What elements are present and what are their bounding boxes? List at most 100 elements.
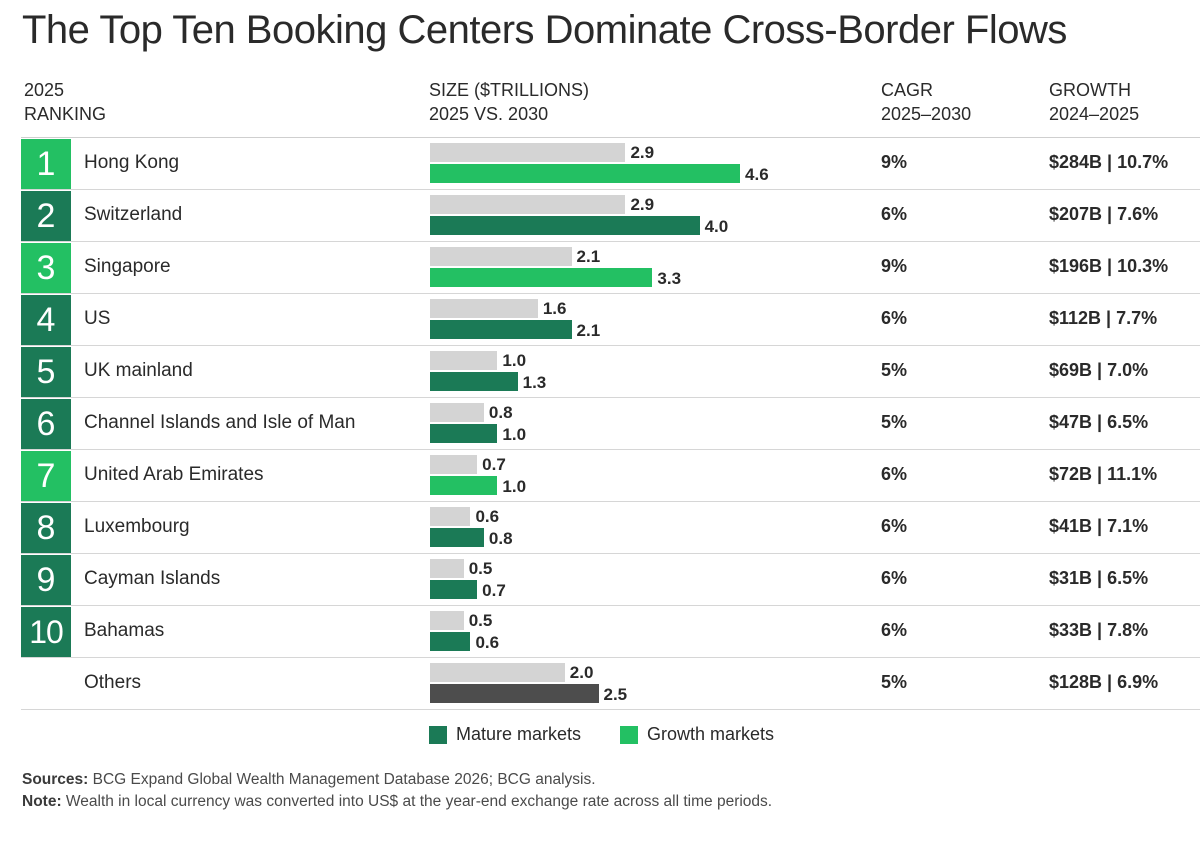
- bar-2030-label: 4.6: [745, 165, 769, 184]
- row-divider: [21, 709, 1200, 710]
- bar-2030: [430, 216, 700, 235]
- legend-item-growth: Growth markets: [620, 724, 774, 745]
- growth-value: $284B | 10.7%: [1049, 152, 1169, 172]
- bar-2025: [430, 299, 538, 318]
- chart-row: 9 Cayman Islands 0.5 0.7 6% $31B | 6.5%: [0, 554, 1200, 606]
- bar-2025-label: 0.5: [468, 611, 493, 630]
- cagr-value: 5%: [881, 412, 908, 432]
- row-divider: [21, 553, 1200, 554]
- bar-2030-label: 3.3: [657, 269, 682, 288]
- rank-number: 10: [21, 607, 71, 657]
- bar-2030-label: 0.8: [488, 529, 513, 548]
- sources-footnote: Sources: BCG Expand Global Wealth Manage…: [22, 771, 596, 789]
- bar-2030-label: 1.0: [502, 425, 527, 444]
- rank-number: 2: [21, 191, 71, 241]
- note-label: Note:: [22, 793, 62, 810]
- growth-value: $31B | 6.5%: [1049, 568, 1149, 588]
- cagr-value: 6%: [881, 568, 908, 588]
- bar-2030: [430, 320, 572, 339]
- booking-center-name: United Arab Emirates: [84, 464, 264, 485]
- row-divider: [21, 189, 1200, 190]
- growth-value: $47B | 6.5%: [1049, 412, 1149, 432]
- booking-center-name: Singapore: [84, 256, 171, 277]
- cagr-value: 6%: [881, 204, 908, 224]
- bar-2030: [430, 580, 478, 599]
- header-size: SIZE ($TRILLIONS) 2025 VS. 2030: [429, 78, 589, 126]
- rank-number: 6: [21, 399, 71, 449]
- cagr-value: 6%: [881, 308, 908, 328]
- header-growth: GROWTH 2024–2025: [1049, 78, 1139, 126]
- bar-2025-label: 2.0: [569, 663, 594, 682]
- booking-center-name: Switzerland: [84, 204, 183, 225]
- note-footnote: Note: Wealth in local currency was conve…: [22, 793, 772, 811]
- rank-number: 9: [21, 555, 71, 605]
- bar-2030: [430, 632, 471, 651]
- chart-row: 5 UK mainland 1.0 1.3 5% $69B | 7.0%: [0, 346, 1200, 398]
- chart-title: The Top Ten Booking Centers Dominate Cro…: [22, 8, 1067, 52]
- row-divider: [21, 605, 1200, 606]
- booking-center-name: Bahamas: [84, 620, 165, 641]
- header-cagr-line2: 2025–2030: [881, 104, 972, 124]
- booking-center-name: Luxembourg: [84, 516, 190, 537]
- cagr-value: 5%: [881, 360, 908, 380]
- bar-2025: [430, 559, 464, 578]
- bar-2030-label: 0.6: [475, 633, 500, 652]
- bar-2030: [430, 164, 741, 183]
- bar-2025: [430, 351, 498, 370]
- bar-2025-label: 2.9: [630, 195, 655, 214]
- cagr-value: 9%: [881, 256, 908, 276]
- rank-number: 4: [21, 295, 71, 345]
- chart-row: 2 Switzerland 2.9 4.0 6% $207B | 7.6%: [0, 190, 1200, 242]
- bar-2030: [430, 476, 498, 495]
- legend-label-growth: Growth markets: [647, 724, 775, 744]
- sources-text: BCG Expand Global Wealth Management Data…: [88, 771, 596, 788]
- rank-number: 8: [21, 503, 71, 553]
- row-divider: [21, 657, 1200, 658]
- rank-number: 1: [21, 139, 71, 189]
- bar-2030: [430, 684, 599, 703]
- legend-label-mature: Mature markets: [456, 724, 582, 744]
- bar-2030-label: 1.3: [522, 373, 547, 392]
- bar-2030-label: 2.1: [576, 321, 601, 340]
- cagr-value: 6%: [881, 516, 908, 536]
- bar-2025: [430, 247, 572, 266]
- bar-2030: [430, 528, 484, 547]
- rank-number: 3: [21, 243, 71, 293]
- row-divider: [21, 241, 1200, 242]
- rank-number: 5: [21, 347, 71, 397]
- chart-row: 7 United Arab Emirates 0.7 1.0 6% $72B | 11.1…: [0, 450, 1200, 502]
- header-divider: [21, 137, 1200, 138]
- booking-center-name: Hong Kong: [84, 152, 180, 173]
- bar-2030: [430, 372, 518, 391]
- header-ranking: 2025 RANKING: [24, 78, 106, 126]
- bar-2025-label: 1.0: [502, 351, 527, 370]
- cagr-value: 9%: [881, 152, 908, 172]
- header-size-line1: SIZE ($TRILLIONS): [429, 80, 590, 100]
- growth-value: $69B | 7.0%: [1049, 360, 1149, 380]
- chart-row: Others 2.0 2.5 5% $128B | 6.9%: [0, 658, 1200, 710]
- row-divider: [21, 345, 1200, 346]
- bar-2030-label: 2.5: [603, 685, 628, 704]
- row-divider: [21, 293, 1200, 294]
- chart-row: 8 Luxembourg 0.6 0.8 6% $41B | 7.1%: [0, 502, 1200, 554]
- cagr-value: 5%: [881, 672, 908, 692]
- bar-2025: [430, 663, 565, 682]
- header-ranking-line2: RANKING: [24, 104, 107, 124]
- chart-row: 4 US 1.6 2.1 6% $112B | 7.7%: [0, 294, 1200, 346]
- header-cagr-line1: CAGR: [881, 80, 934, 100]
- chart-row: 10 Bahamas 0.5 0.6 6% $33B | 7.8%: [0, 606, 1200, 658]
- growth-value: $33B | 7.8%: [1049, 620, 1149, 640]
- bar-2030: [430, 268, 653, 287]
- bar-2030-label: 0.7: [482, 581, 506, 600]
- note-text: Wealth in local currency was converted i…: [61, 793, 773, 810]
- chart-row: 1 Hong Kong 2.9 4.6 9% $284B | 10.7%: [0, 138, 1200, 190]
- sources-label: Sources:: [22, 771, 89, 788]
- booking-center-name: Others: [84, 672, 142, 693]
- booking-center-name: Cayman Islands: [84, 568, 221, 589]
- header-ranking-line1: 2025: [24, 80, 65, 100]
- rank-number: 7: [21, 451, 71, 501]
- row-divider: [21, 397, 1200, 398]
- chart-row: 6 Channel Islands and Isle of Man 0.8 1.0 5%…: [0, 398, 1200, 450]
- bar-2030-label: 1.0: [502, 477, 527, 496]
- cagr-value: 6%: [881, 620, 908, 640]
